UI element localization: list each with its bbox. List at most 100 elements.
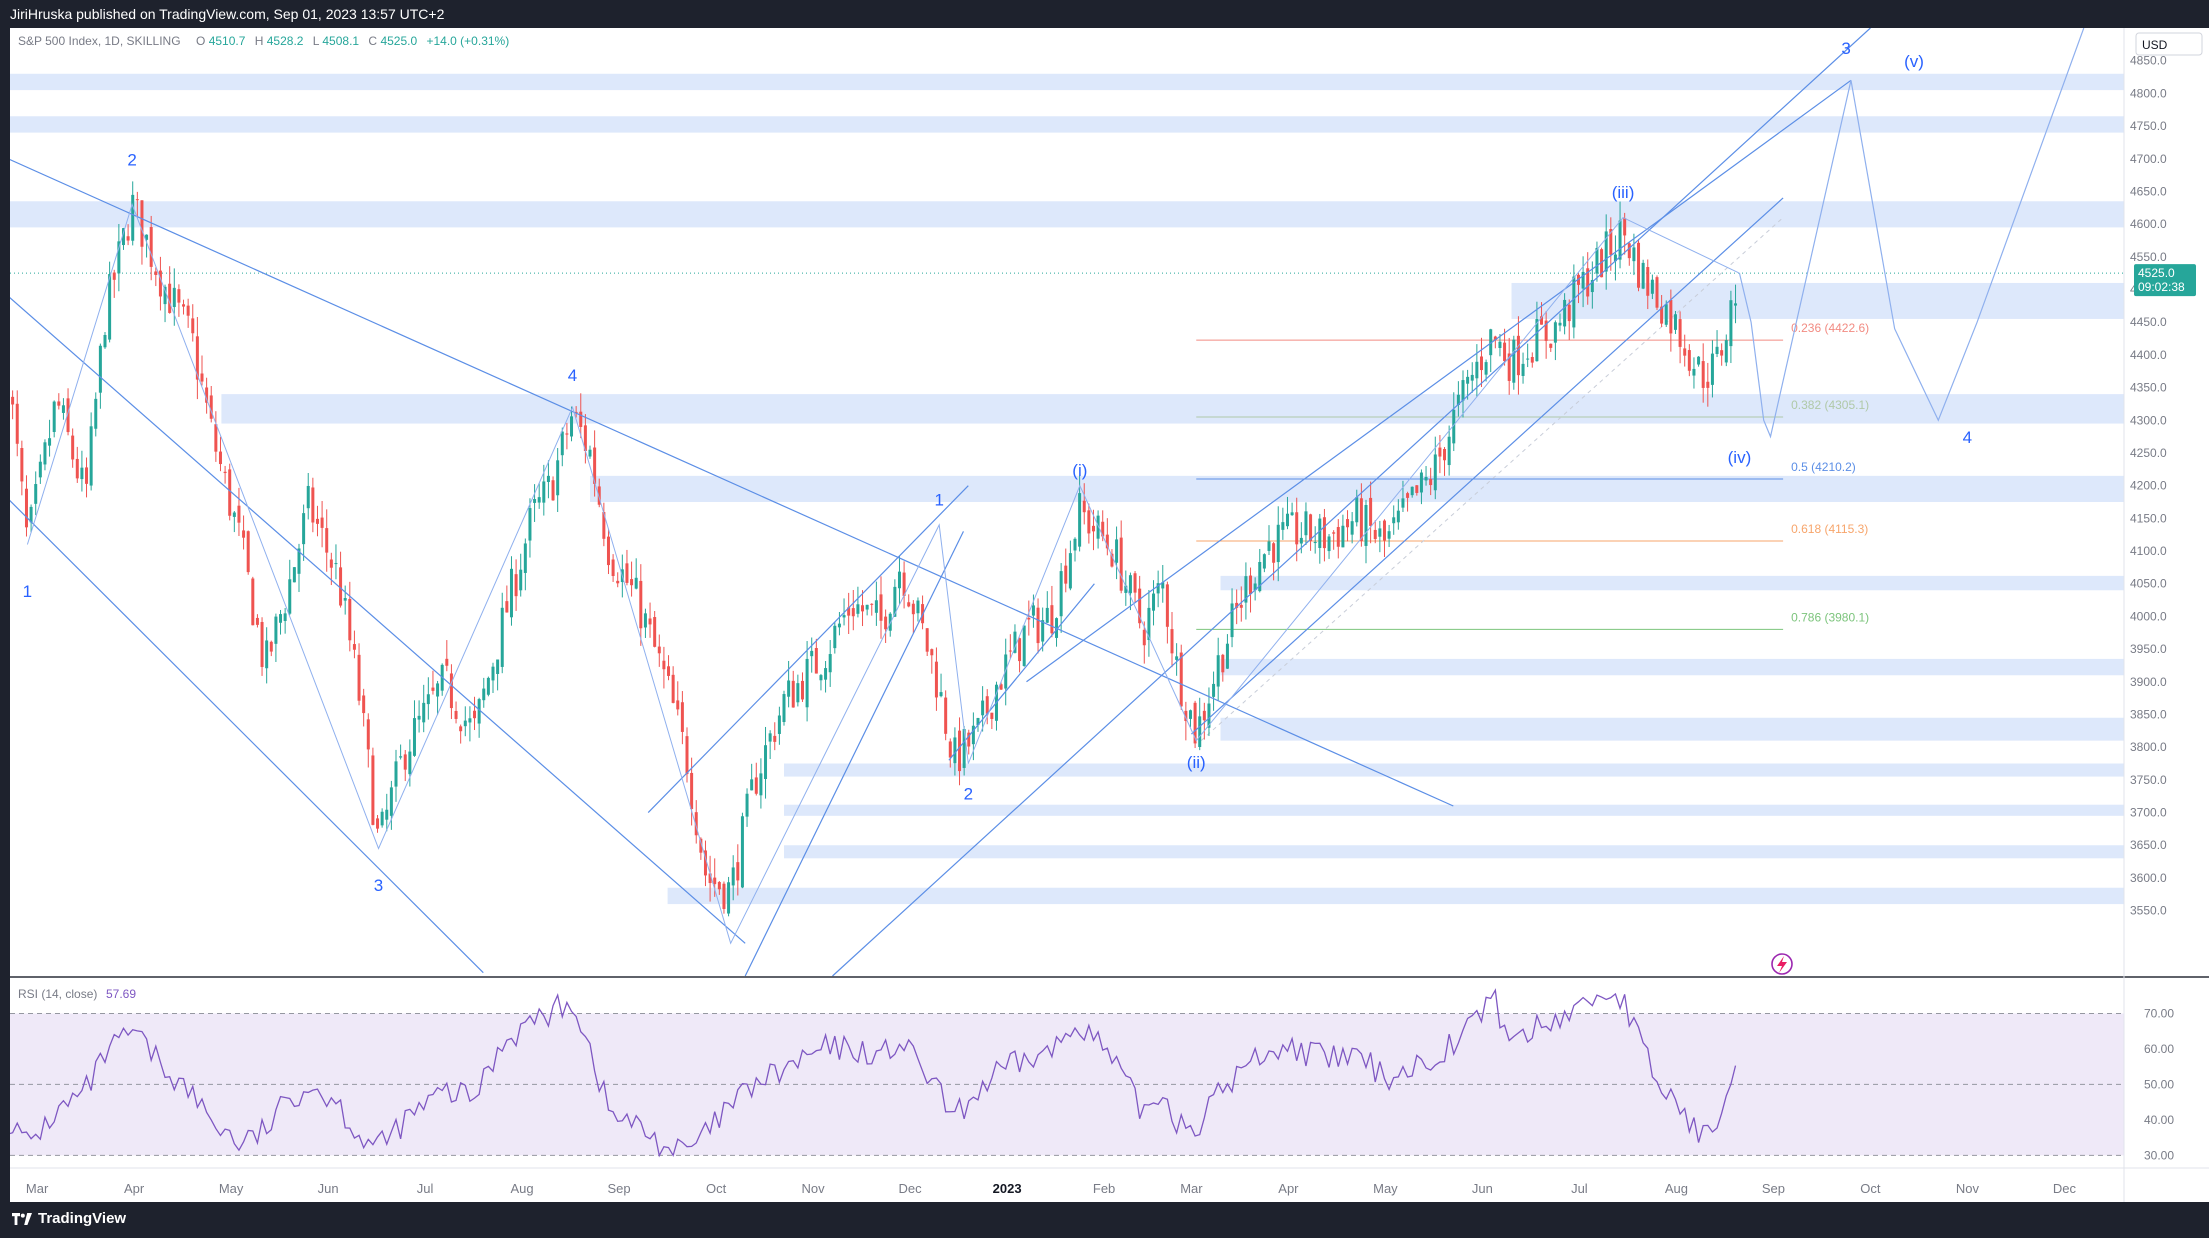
candle-body — [269, 641, 273, 652]
candle-body — [1045, 607, 1049, 623]
candle-body — [514, 574, 518, 597]
candle-body — [1110, 553, 1114, 567]
price-tick-label: 3800.0 — [2130, 740, 2167, 754]
candle-body — [1521, 363, 1525, 376]
candle-body — [1438, 447, 1442, 457]
candle-body — [713, 877, 717, 885]
candle-body — [1262, 554, 1266, 569]
legend-change: +14.0 (+0.31%) — [426, 34, 509, 48]
candle-body — [731, 867, 735, 886]
price-tick-label: 4150.0 — [2130, 511, 2167, 525]
price-tick-label: 4850.0 — [2130, 54, 2167, 68]
candle-body — [412, 718, 416, 756]
candle-body — [939, 692, 943, 697]
candle-body — [1128, 575, 1132, 594]
candle-body — [671, 674, 675, 703]
candle-body — [1415, 485, 1419, 493]
candle-body — [1221, 654, 1225, 673]
candle-body — [1138, 588, 1142, 624]
candle-body — [1364, 504, 1368, 546]
candle-body — [1336, 527, 1340, 547]
price-tick-label: 4050.0 — [2130, 577, 2167, 591]
chart-area[interactable]: 0.236 (4422.6) 0.382 (4305.1) 0.5 (4210.2)… — [10, 28, 2209, 1202]
candle-body — [842, 615, 846, 618]
candle-body — [417, 715, 421, 720]
candle-body — [833, 625, 837, 649]
candle-body — [121, 228, 125, 246]
price-tick-label: 4800.0 — [2130, 86, 2167, 100]
candle-body — [385, 809, 389, 820]
candle-body — [348, 598, 352, 641]
candle-body — [874, 600, 878, 613]
candle-body — [80, 467, 84, 480]
candle-body — [1073, 538, 1077, 551]
candle-body — [491, 666, 495, 681]
candle-body — [426, 694, 430, 705]
candle-body — [1493, 336, 1497, 340]
candle-body — [265, 640, 269, 669]
candle-body — [616, 580, 620, 584]
candle-body — [1715, 346, 1719, 355]
candle-body — [112, 272, 116, 280]
fib-trend-line — [1200, 217, 1784, 742]
candle-body — [934, 661, 938, 698]
tradingview-brand[interactable]: TradingView — [12, 1202, 126, 1236]
legend-symbol: S&P 500 Index, 1D, SKILLING — [18, 34, 181, 48]
candle-body — [140, 200, 144, 247]
rsi-legend-title: RSI (14, close) — [18, 987, 97, 1001]
candle-body — [1295, 512, 1299, 545]
rsi-tick-label: 60.00 — [2144, 1042, 2174, 1056]
candle-body — [856, 604, 860, 614]
candle-body — [1637, 242, 1641, 288]
fib-level-label: 0.786 (3980.1) — [1791, 610, 1869, 624]
price-tick-label: 3900.0 — [2130, 675, 2167, 689]
time-tick-label: Mar — [26, 1181, 49, 1196]
candle-body — [810, 650, 814, 657]
candle-body — [1022, 625, 1026, 666]
candle-body — [1507, 353, 1511, 381]
support-resistance-zone — [784, 804, 2124, 816]
candle-body — [205, 387, 209, 403]
candle-body — [768, 733, 772, 742]
candle-body — [473, 710, 477, 719]
candle-body — [1406, 493, 1410, 498]
candle-body — [274, 616, 278, 644]
candle-body — [131, 194, 135, 241]
price-tick-label: 4550.0 — [2130, 250, 2167, 264]
candle-body — [135, 199, 139, 201]
candle-body — [1609, 228, 1613, 255]
support-resistance-zone — [10, 201, 2124, 228]
currency-badge[interactable]: USD — [2135, 32, 2203, 56]
legend-high: 4528.2 — [267, 34, 304, 48]
candle-body — [1595, 247, 1599, 274]
lightning-icon[interactable] — [1771, 953, 1793, 975]
candle-body — [708, 873, 712, 884]
candle-body — [1503, 342, 1507, 362]
price-tick-label: 3950.0 — [2130, 642, 2167, 656]
candle-body — [879, 594, 883, 621]
chart-canvas[interactable]: 0.236 (4422.6) 0.382 (4305.1) 0.5 (4210.2)… — [10, 28, 2209, 1202]
candle-body — [685, 736, 689, 775]
candle-body — [85, 467, 89, 484]
candle-body — [1590, 279, 1594, 293]
candle-body — [606, 536, 610, 566]
candle-body — [158, 270, 162, 297]
candle-body — [186, 305, 190, 316]
trendline — [1026, 79, 1852, 683]
candle-body — [94, 398, 98, 429]
candle-body — [1447, 436, 1451, 466]
candle-body — [29, 506, 33, 523]
candle-body — [334, 563, 338, 565]
candle-body — [930, 649, 934, 656]
price-tick-label: 4000.0 — [2130, 609, 2167, 623]
candle-body — [343, 598, 347, 601]
price-tick-label: 4200.0 — [2130, 479, 2167, 493]
candle-body — [722, 883, 726, 909]
rsi-tick-label: 70.00 — [2144, 1006, 2174, 1020]
trendline — [10, 499, 484, 974]
candle-body — [168, 283, 172, 313]
candle-body — [1050, 605, 1054, 634]
candle-body — [1600, 249, 1604, 278]
candle-body — [1115, 539, 1119, 563]
candle-body — [1285, 513, 1289, 527]
